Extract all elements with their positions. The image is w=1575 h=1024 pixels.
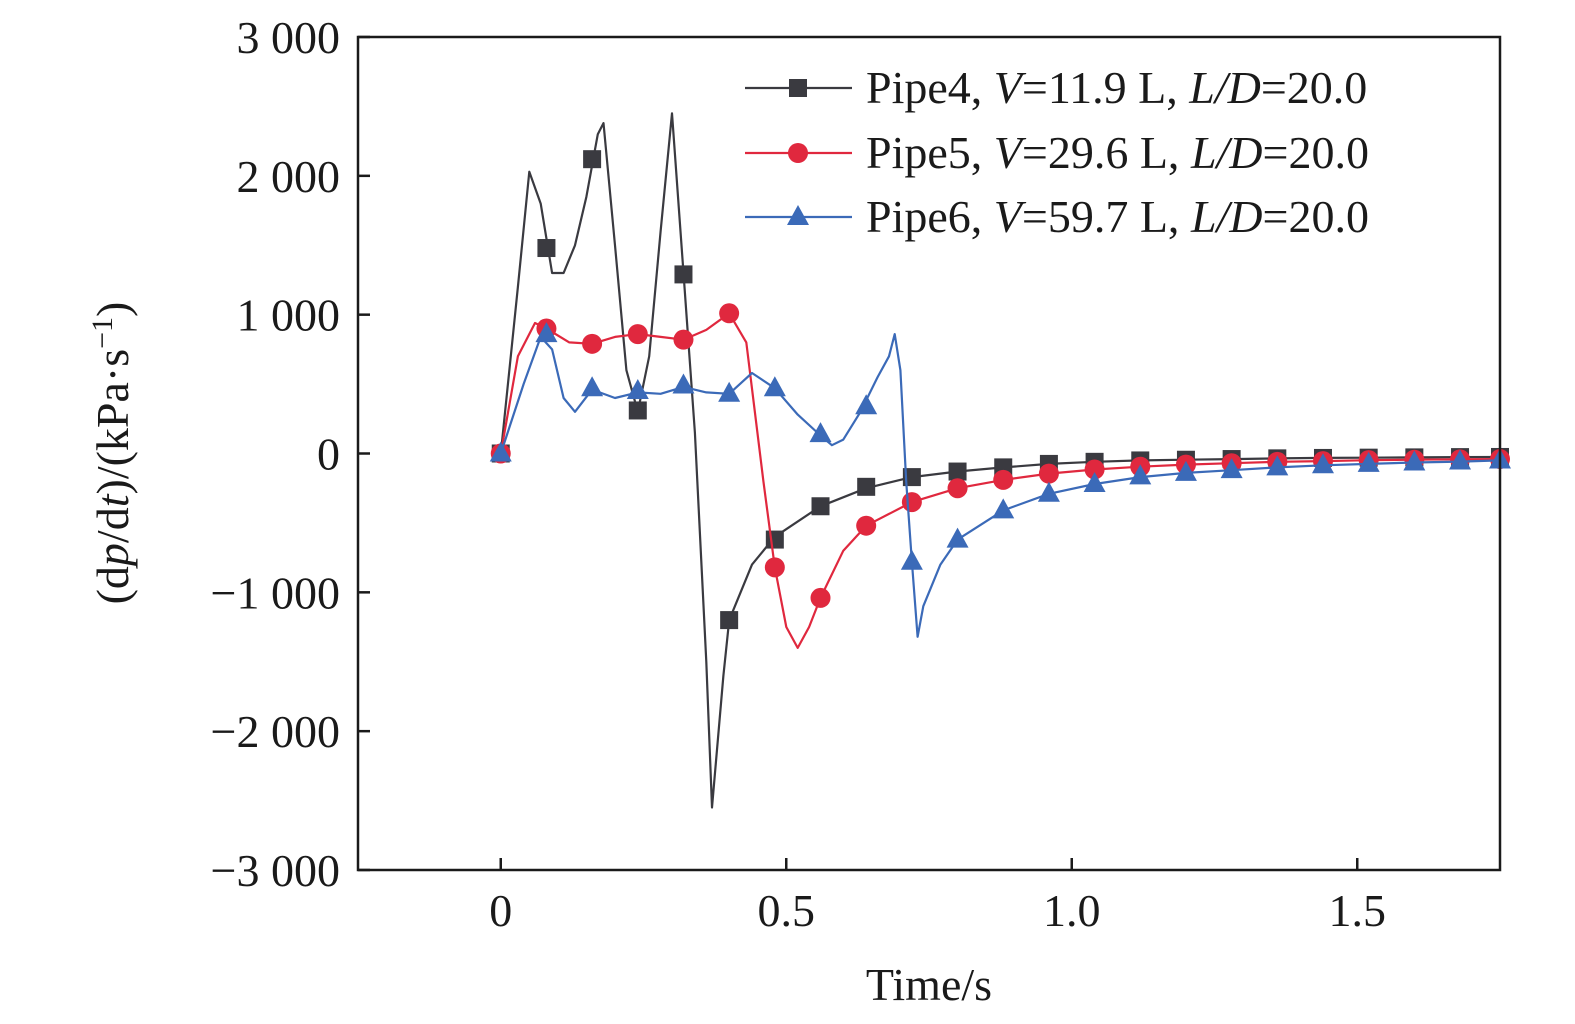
data-point: [627, 324, 648, 345]
y-tick-label: −1 000: [211, 567, 340, 618]
y-axis-title-part: −1: [86, 317, 119, 349]
series-line: [499, 312, 1501, 649]
legend-label: Pipe4, V=11.9 L, L/D=20.0: [866, 62, 1367, 113]
data-point: [809, 422, 832, 443]
legend-marker: [788, 143, 808, 163]
data-point: [581, 376, 604, 397]
legend-label-part: Pipe5,: [866, 127, 994, 178]
series-pipe5: [490, 303, 1510, 649]
data-point: [1266, 455, 1289, 476]
x-tick-label: 1.0: [1043, 885, 1101, 936]
data-point: [992, 498, 1015, 519]
data-point: [1129, 464, 1152, 485]
data-point: [857, 477, 876, 496]
y-axis-title-part: /d: [87, 507, 138, 543]
legend-label-part: Pipe4,: [866, 62, 994, 113]
x-tick-label: 0.5: [758, 885, 816, 936]
data-point: [583, 150, 602, 169]
y-tick-labels: −3 000 −2 000 −1 000 0 1 000 2 000 3 000: [211, 12, 340, 896]
data-point: [1083, 472, 1106, 493]
data-point: [811, 497, 830, 516]
data-point: [674, 265, 693, 284]
data-point: [537, 239, 556, 258]
data-point: [1174, 460, 1197, 481]
legend-label-part: =59.7 L,: [1022, 191, 1191, 242]
legend-label-part: L/D: [1190, 191, 1263, 242]
y-axis-title: (dp/dt)/(kPa·s−1): [86, 302, 139, 605]
data-point: [947, 478, 968, 499]
data-point: [948, 462, 967, 481]
data-point: [673, 329, 694, 350]
legend-label-part: =20.0: [1261, 62, 1367, 113]
x-tick-label: 0: [489, 885, 512, 936]
legend-item: Pipe5, V=29.6 L, L/D=20.0: [745, 127, 1369, 178]
data-point: [901, 492, 922, 513]
data-point: [489, 441, 512, 462]
data-point: [1449, 449, 1472, 470]
x-tick-labels: 0 0.5 1.0 1.5: [489, 885, 1386, 936]
data-point: [1037, 481, 1060, 502]
legend-label: Pipe5, V=29.6 L, L/D=20.0: [866, 127, 1369, 178]
legend-label-part: V: [994, 62, 1027, 113]
legend-label-part: =20.0: [1263, 191, 1369, 242]
data-point: [582, 333, 603, 354]
data-point: [764, 557, 785, 578]
y-axis-title-part: (d: [87, 566, 138, 604]
data-point: [856, 515, 877, 536]
legend-label-part: L/D: [1190, 127, 1263, 178]
legend-label-part: =11.9 L,: [1022, 62, 1189, 113]
data-point: [1403, 450, 1426, 471]
series-layer: [489, 112, 1511, 809]
data-point: [946, 527, 969, 548]
data-point: [718, 381, 741, 402]
legend-marker: [787, 205, 809, 225]
data-point: [1220, 458, 1243, 479]
legend-label-part: V: [994, 191, 1027, 242]
data-point: [535, 322, 558, 343]
plot-frame: [356, 35, 1502, 872]
x-axis-title: Time/s: [866, 959, 992, 1010]
data-point: [900, 549, 923, 570]
legend-marker: [789, 79, 807, 97]
data-point: [1357, 451, 1380, 472]
y-tick-label: −3 000: [211, 845, 340, 896]
series-pipe6: [489, 322, 1511, 638]
legend-label-part: =20.0: [1263, 127, 1369, 178]
data-point: [720, 611, 739, 630]
data-point: [626, 379, 649, 400]
y-axis-title-part: )/(kPa·s: [87, 349, 138, 495]
data-point: [1084, 459, 1105, 480]
data-point: [765, 530, 784, 549]
data-point: [1311, 453, 1334, 474]
legend-label: Pipe6, V=59.7 L, L/D=20.0: [866, 191, 1369, 242]
legend-label-part: =29.6 L,: [1022, 127, 1191, 178]
y-tick-label: 1 000: [237, 290, 341, 341]
data-point: [1038, 463, 1059, 484]
legend-item: Pipe6, V=59.7 L, L/D=20.0: [745, 191, 1369, 242]
legend-item: Pipe4, V=11.9 L, L/D=20.0: [745, 62, 1367, 113]
data-point: [763, 376, 786, 397]
legend-label-part: L/D: [1188, 62, 1261, 113]
legend-label-part: Pipe6,: [866, 191, 994, 242]
y-tick-label: −2 000: [211, 706, 340, 757]
y-tick-label: 0: [317, 429, 340, 480]
y-axis-title-part: t: [87, 493, 138, 507]
data-point: [810, 587, 831, 608]
data-point: [628, 401, 647, 420]
data-point: [719, 303, 740, 324]
y-axis-title-part: p: [87, 543, 138, 569]
series-line: [499, 333, 1501, 638]
y-tick-label: 2 000: [237, 151, 341, 202]
y-axis-title-part: ): [87, 302, 138, 317]
y-tick-label: 3 000: [237, 12, 341, 63]
data-point: [902, 468, 921, 487]
data-point: [672, 373, 695, 394]
x-tick-label: 1.5: [1329, 885, 1387, 936]
data-point: [855, 394, 878, 415]
data-point: [993, 469, 1014, 490]
series-line: [499, 112, 1501, 809]
legend-label-part: V: [994, 127, 1027, 178]
